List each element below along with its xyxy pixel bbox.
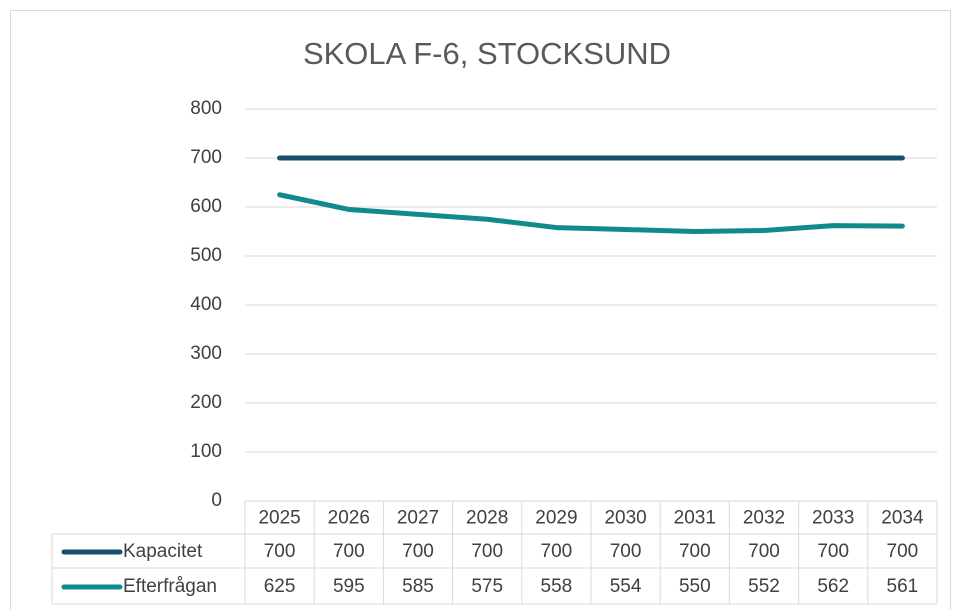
x-tick-label: 2026 — [328, 508, 370, 529]
table-value: 554 — [610, 576, 642, 597]
x-tick-label: 2031 — [674, 508, 716, 529]
table-value: 562 — [817, 576, 849, 597]
x-tick-label: 2029 — [535, 508, 577, 529]
y-tick-label: 700 — [190, 147, 222, 168]
y-tick-label: 0 — [211, 490, 222, 511]
legend-label: Kapacitet — [123, 541, 203, 562]
table-value: 700 — [887, 541, 919, 562]
x-tick-label: 2025 — [258, 508, 300, 529]
chart-title: SKOLA F-6, STOCKSUND — [303, 36, 671, 71]
legend-label: Efterfrågan — [123, 576, 217, 597]
table-value: 575 — [471, 576, 503, 597]
x-tick-label: 2033 — [812, 508, 854, 529]
y-tick-label: 500 — [190, 245, 222, 266]
table-value: 700 — [679, 541, 711, 562]
y-tick-label: 200 — [190, 392, 222, 413]
table-value: 625 — [264, 576, 296, 597]
table-value: 700 — [471, 541, 503, 562]
table-value: 700 — [541, 541, 573, 562]
y-tick-label: 400 — [190, 294, 222, 315]
table-value: 700 — [610, 541, 642, 562]
y-tick-label: 800 — [190, 98, 222, 119]
x-tick-label: 2027 — [397, 508, 439, 529]
series-line — [277, 192, 905, 234]
table-value: 595 — [333, 576, 365, 597]
table-value: 700 — [402, 541, 434, 562]
table-value: 700 — [264, 541, 296, 562]
table-value: 561 — [887, 576, 919, 597]
table-value: 700 — [748, 541, 780, 562]
table-value: 700 — [333, 541, 365, 562]
table-value: 552 — [748, 576, 780, 597]
x-tick-label: 2034 — [881, 508, 924, 529]
x-tick-label: 2030 — [604, 508, 646, 529]
y-tick-label: 600 — [190, 196, 222, 217]
table-value: 558 — [541, 576, 573, 597]
y-tick-label: 300 — [190, 343, 222, 364]
x-tick-label: 2028 — [466, 508, 508, 529]
table-value: 700 — [817, 541, 849, 562]
x-tick-label: 2032 — [743, 508, 785, 529]
table-value: 550 — [679, 576, 711, 597]
y-tick-label: 100 — [190, 441, 222, 462]
table-value: 585 — [402, 576, 434, 597]
chart-border — [10, 10, 951, 610]
